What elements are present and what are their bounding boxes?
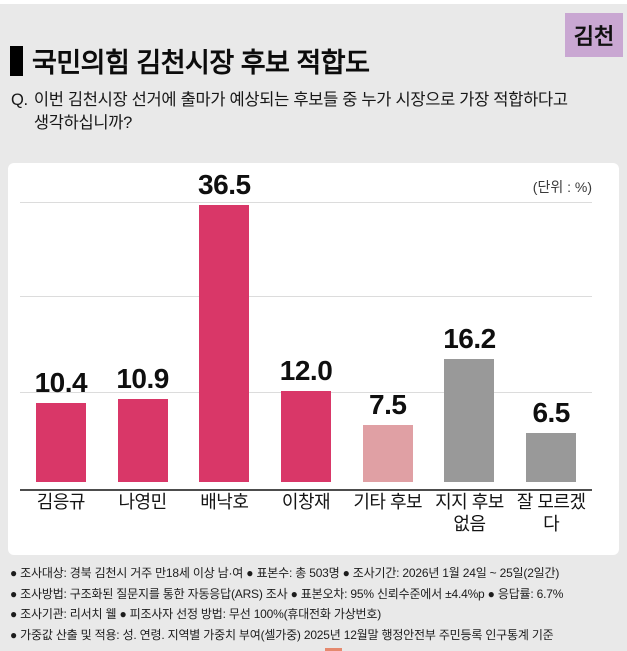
bar-zone: 16.2 — [429, 163, 511, 483]
survey-methodology-notes: ● 조사대상: 경북 김천시 거주 만18세 이상 남·여 ● 표본수: 총 5… — [10, 563, 563, 645]
bar-value-label: 10.4 — [34, 367, 88, 399]
bar-columns: 10.4 김응규 10.9 나영민 36.5 배낙호 12.0 이창재 7.5 기타 후보 16.2… — [20, 163, 592, 540]
page-title: 국민의힘 김천시장 후보 적합도 — [32, 48, 370, 78]
bar-zone: 12.0 — [265, 163, 347, 483]
bar-category-label: 지지 후보 없음 — [435, 492, 504, 535]
gridline — [20, 296, 592, 297]
question-text: 이번 김천시장 선거에 출마가 예상되는 후보들 중 누가 시장으로 가장 적합… — [34, 89, 568, 135]
bar-category-label: 배낙호 — [200, 492, 249, 513]
bar — [117, 399, 168, 483]
bar-zone: 36.5 — [183, 163, 265, 483]
note-line-3: ● 조사기관: 리서치 웰 ● 피조사자 선정 방법: 무선 100%(휴대전화… — [10, 607, 382, 621]
region-badge-label: 김천 — [573, 24, 615, 49]
bar-value-label: 10.9 — [116, 363, 169, 395]
bar-value-label: 36.5 — [198, 169, 251, 201]
title-marker-icon — [10, 45, 23, 76]
question-line-1: 이번 김천시장 선거에 출마가 예상되는 후보들 중 누가 시장으로 가장 적합… — [33, 91, 568, 109]
bar-column: 12.0 이창재 — [265, 163, 347, 540]
bar-column: 36.5 배낙호 — [183, 163, 265, 540]
bar-value-label: 12.0 — [279, 355, 333, 387]
bar — [526, 433, 577, 483]
bar-column: 7.5 기타 후보 — [347, 163, 429, 540]
bar — [444, 359, 495, 483]
top-white-strip — [0, 0, 627, 4]
gridline — [20, 202, 592, 203]
chart-card: (단위 : %) 10.4 김응규 10.9 나영민 36.5 배낙호 12.0 이창재 7.5… — [8, 163, 619, 555]
bar — [199, 205, 250, 483]
bar-category-label: 잘 모르겠다 — [516, 492, 586, 535]
question-prefix: Q. — [11, 91, 28, 109]
bar-value-label: 7.5 — [369, 389, 407, 421]
x-axis-line — [20, 489, 592, 491]
note-line-2: ● 조사방법: 구조화된 질문지를 통한 자동응답(ARS) 조사 ● 표본오차… — [10, 586, 564, 601]
bottom-accent-mark — [325, 648, 342, 651]
bar-value-label: 16.2 — [443, 323, 496, 355]
bar-zone: 10.9 — [102, 163, 184, 483]
bar-category-label: 이창재 — [281, 492, 331, 513]
bar-zone: 6.5 — [510, 163, 592, 483]
region-badge: 김천 — [565, 13, 623, 57]
bar-column: 10.4 김응규 — [20, 163, 102, 540]
bar-category-label: 김응규 — [36, 492, 86, 513]
bar-zone: 7.5 — [347, 163, 429, 483]
note-line-4: ● 가중값 산출 및 적용: 성. 연령. 지역별 가중치 부여(셀가중) 20… — [10, 627, 554, 642]
bar — [281, 391, 332, 483]
bar-category-label: 나영민 — [118, 492, 167, 513]
bar-column: 16.2 지지 후보 없음 — [429, 163, 511, 540]
survey-question: Q. 이번 김천시장 선거에 출마가 예상되는 후보들 중 누가 시장으로 가장… — [11, 89, 568, 135]
bar-column: 10.9 나영민 — [102, 163, 184, 540]
report-header: 국민의힘 김천시장 후보 적합도 — [10, 41, 370, 80]
bar-column: 6.5 잘 모르겠다 — [510, 163, 592, 540]
unit-label: (단위 : %) — [532, 179, 592, 195]
question-line-2: 생각하십니까? — [33, 114, 132, 132]
note-line-1: ● 조사대상: 경북 김천시 거주 만18세 이상 남·여 ● 표본수: 총 5… — [10, 566, 560, 580]
bar — [35, 403, 86, 483]
bar-zone: 10.4 — [20, 163, 102, 483]
bar — [362, 425, 413, 483]
bar-category-label: 기타 후보 — [353, 492, 423, 513]
bar-value-label: 6.5 — [532, 397, 570, 429]
